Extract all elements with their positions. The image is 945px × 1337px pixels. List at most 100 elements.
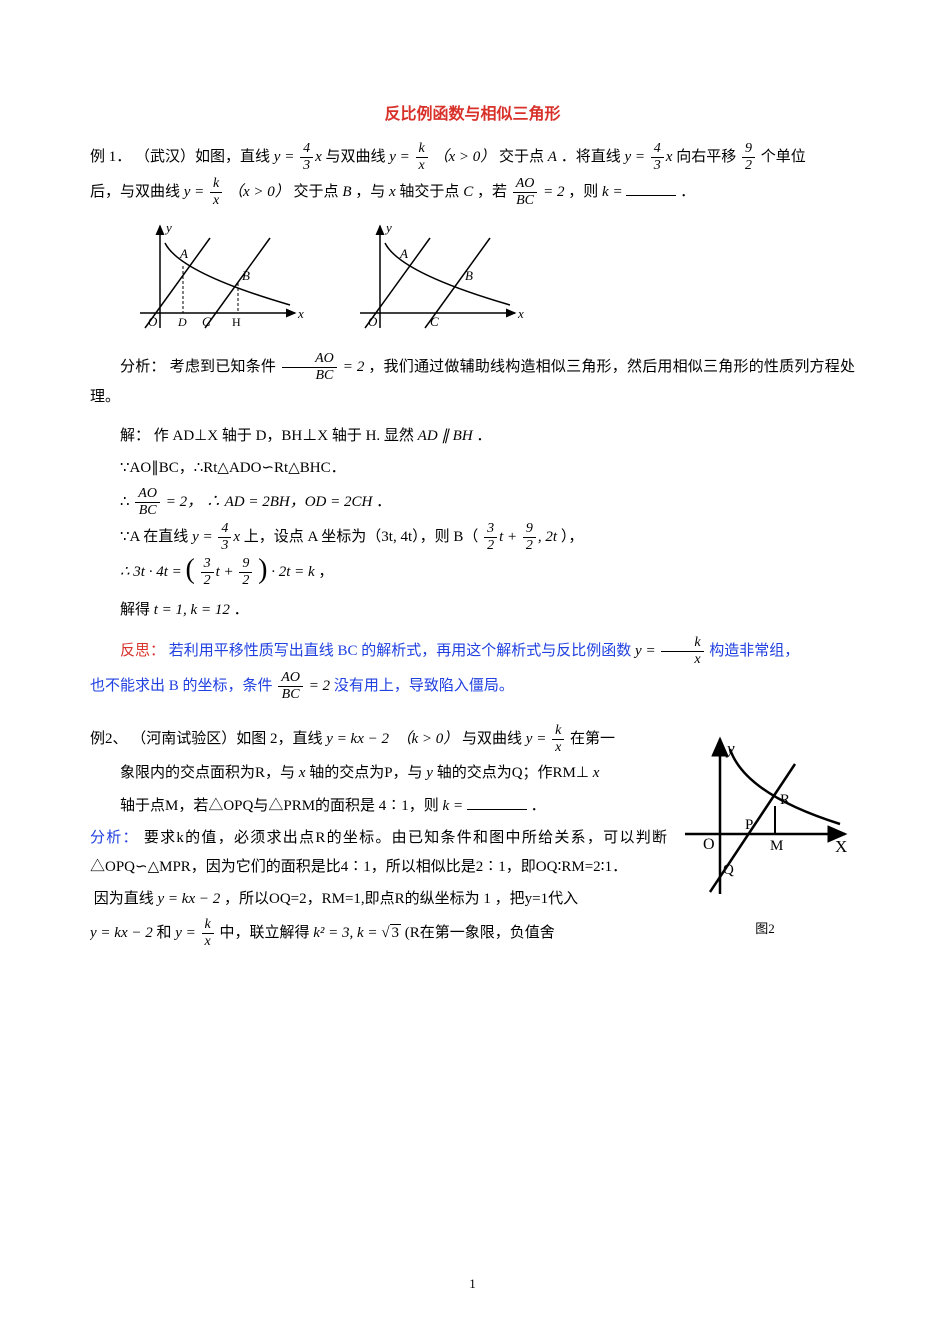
sol1-step4: ∵A 在直线 y = 4 3 x 上，设点 A 坐标为（3t, 4t），则 B（… bbox=[120, 522, 855, 553]
document-title: 反比例函数与相似三角形 bbox=[90, 100, 855, 130]
denominator: 2 bbox=[523, 538, 536, 553]
fraction: 3 2 bbox=[484, 522, 497, 553]
numerator: 4 bbox=[300, 142, 313, 158]
analysis-1: 分析： 考虑到已知条件 AO BC = 2 ，我们通过做辅助线构造相似三角形，然… bbox=[90, 352, 855, 412]
text: (R在第一象限，负值舍 bbox=[405, 925, 555, 941]
answer-blank bbox=[467, 795, 527, 810]
svg-text:y: y bbox=[164, 220, 172, 235]
math: · 2t = k bbox=[271, 564, 314, 580]
denominator: x bbox=[416, 158, 428, 173]
math: x bbox=[299, 765, 306, 781]
fraction: AO BC bbox=[135, 487, 160, 518]
text: 构造非常组， bbox=[709, 643, 799, 659]
math: y = bbox=[274, 149, 295, 165]
text: ）， bbox=[561, 529, 584, 545]
ex2-source: （河南试验区）如图 2，直线 bbox=[131, 731, 322, 747]
reflection-1-line2: 也不能求出 B 的坐标，条件 AO BC = 2 没有用上，导致陷入僵局。 bbox=[90, 671, 855, 702]
denominator: 2 bbox=[742, 158, 755, 173]
ex1-problem-line2: 后，与双曲线 y = k x （x > 0） 交于点 B ，与 x 轴交于点 C… bbox=[90, 177, 855, 208]
text: ，若 bbox=[477, 184, 507, 200]
svg-text:y: y bbox=[725, 739, 735, 758]
svg-text:B: B bbox=[465, 268, 473, 283]
sqrt: √3 bbox=[381, 919, 401, 948]
numerator: 4 bbox=[218, 522, 231, 538]
sol1-step3: ∴ AO BC = 2， ∴ AD = 2BH，OD = 2CH ． bbox=[120, 487, 855, 518]
math: y = bbox=[635, 643, 656, 659]
text: 考虑到已知条件 bbox=[170, 359, 277, 375]
fraction: k x bbox=[416, 142, 428, 173]
svg-text:D: D bbox=[177, 315, 187, 329]
svg-text:x: x bbox=[517, 306, 524, 321]
numerator: AO bbox=[282, 352, 337, 368]
math: k = bbox=[602, 184, 623, 200]
text: 交于点 bbox=[294, 184, 339, 200]
fraction: AO BC bbox=[278, 671, 303, 702]
math: C bbox=[463, 184, 473, 200]
svg-text:M: M bbox=[770, 838, 783, 854]
paren: ( bbox=[186, 556, 195, 584]
svg-text:X: X bbox=[835, 837, 847, 856]
numerator: AO bbox=[135, 487, 160, 503]
svg-text:Q: Q bbox=[723, 862, 734, 878]
text: 在第一 bbox=[570, 731, 615, 747]
denominator: x bbox=[552, 740, 564, 755]
numerator: 9 bbox=[523, 522, 536, 538]
denominator: BC bbox=[135, 503, 160, 518]
figure-1a: A B O D C H x y bbox=[120, 218, 310, 338]
svg-text:A: A bbox=[399, 246, 408, 261]
denominator: 2 bbox=[239, 573, 252, 588]
text: ，与 bbox=[355, 184, 385, 200]
svg-text:H: H bbox=[232, 315, 241, 329]
text: 后，与双曲线 bbox=[90, 184, 180, 200]
figure-row-1: A B O D C H x y A B O C x y bbox=[120, 218, 855, 338]
svg-text:A: A bbox=[179, 246, 188, 261]
numerator: 3 bbox=[201, 557, 214, 573]
numerator: k bbox=[661, 636, 703, 652]
fraction: 4 3 bbox=[218, 522, 231, 553]
math: y = kx − 2 bbox=[326, 731, 389, 747]
fraction: AO BC bbox=[513, 177, 538, 208]
numerator: k bbox=[210, 177, 222, 193]
text: ． bbox=[531, 798, 546, 814]
math: t + bbox=[499, 529, 517, 545]
math: = 2 bbox=[309, 678, 330, 694]
math: t + bbox=[216, 564, 234, 580]
text: 若利用平移性质写出直线 BC 的解析式，再用这个解析式与反比例函数 bbox=[169, 643, 632, 659]
fraction: 9 2 bbox=[239, 557, 252, 588]
text: ，则 bbox=[568, 184, 598, 200]
fraction: 3 2 bbox=[201, 557, 214, 588]
text: 轴于点M，若△OPQ与△PRM的面积是 4∶1，则 bbox=[120, 798, 439, 814]
math: y = bbox=[389, 149, 410, 165]
numerator: 9 bbox=[239, 557, 252, 573]
svg-text:R: R bbox=[780, 792, 790, 808]
text: 交于点 bbox=[499, 149, 544, 165]
text: 也不能求出 B 的坐标，条件 bbox=[90, 678, 273, 694]
radicand: 3 bbox=[390, 924, 402, 941]
text: ． bbox=[234, 602, 249, 618]
math: t = 1, k = 12 bbox=[154, 602, 230, 618]
text: 中，联立解得 bbox=[219, 925, 313, 941]
math: AD = 2BH，OD = 2CH bbox=[225, 494, 373, 510]
denominator: 2 bbox=[484, 538, 497, 553]
svg-text:C: C bbox=[202, 314, 211, 329]
text: ． bbox=[680, 184, 695, 200]
answer-blank bbox=[626, 181, 676, 196]
figure-2: O P R M Q X y bbox=[675, 724, 855, 904]
sol1-step6: 解得 t = 1, k = 12 ． bbox=[120, 596, 855, 625]
text: 要求k的值，必须求出点R的坐标。由已知条件和图中所给关系，可以判断△OPQ∽△M… bbox=[90, 830, 667, 875]
fraction: k x bbox=[202, 918, 214, 949]
text: ．将直线 bbox=[561, 149, 621, 165]
text: 与双曲线 bbox=[325, 149, 385, 165]
svg-text:O: O bbox=[368, 314, 378, 329]
math: = 2 bbox=[543, 184, 564, 200]
numerator: 9 bbox=[742, 142, 755, 158]
text: 没有用上，导致陷入僵局。 bbox=[334, 678, 514, 694]
math: x bbox=[233, 529, 240, 545]
text: 轴交于点 bbox=[399, 184, 459, 200]
math: B bbox=[342, 184, 351, 200]
sol1-step2: ∵AO∥BC，∴Rt△ADO∽Rt△BHC． bbox=[120, 454, 855, 483]
fraction: 4 3 bbox=[651, 142, 664, 173]
analysis-label: 分析： bbox=[90, 830, 139, 846]
math: （x > 0） bbox=[228, 184, 290, 200]
text: 个单位 bbox=[761, 149, 806, 165]
